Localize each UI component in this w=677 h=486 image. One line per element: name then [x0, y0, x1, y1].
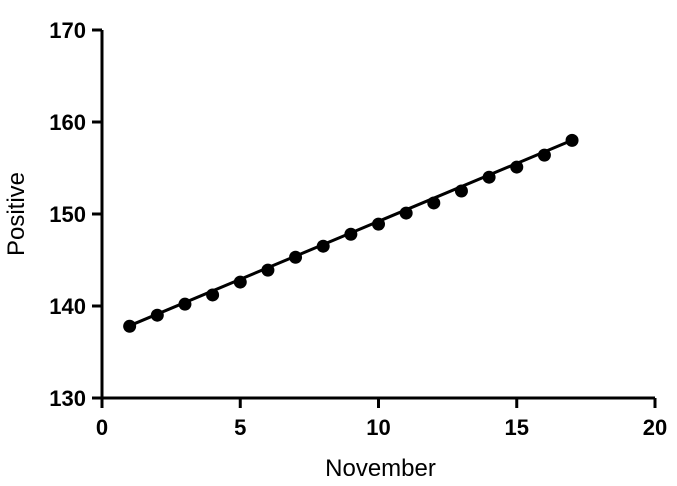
- y-axis-title: Positive: [3, 172, 30, 256]
- axes: 130 140 150 160 170 0 5 10 15 20: [49, 18, 667, 440]
- x-axis-title: November: [325, 455, 436, 482]
- data-point: [261, 263, 275, 277]
- data-point: [123, 319, 137, 333]
- plot-area: [123, 133, 579, 333]
- x-tick-label: 5: [234, 415, 246, 440]
- x-axis-ticks: 0 5 10 15 20: [96, 398, 667, 440]
- y-tick-label: 160: [49, 110, 86, 135]
- data-point: [206, 288, 220, 302]
- data-point: [510, 160, 524, 174]
- data-point: [289, 250, 303, 264]
- data-point: [454, 184, 468, 198]
- data-point: [316, 239, 330, 253]
- x-tick-label: 20: [643, 415, 667, 440]
- data-point: [482, 170, 496, 184]
- data-point: [344, 227, 358, 241]
- data-point: [372, 217, 385, 231]
- data-point: [399, 206, 413, 220]
- data-point: [178, 297, 192, 311]
- data-point: [233, 275, 247, 289]
- data-point: [537, 148, 551, 162]
- data-point: [427, 196, 441, 210]
- y-tick-label: 140: [49, 294, 86, 319]
- data-point: [150, 308, 164, 322]
- x-tick-label: 0: [96, 415, 108, 440]
- x-tick-label: 15: [505, 415, 529, 440]
- y-axis-ticks: 130 140 150 160 170: [49, 18, 102, 411]
- y-tick-label: 130: [49, 386, 86, 411]
- y-tick-label: 150: [49, 202, 86, 227]
- data-point: [565, 133, 579, 147]
- x-tick-label: 10: [366, 415, 390, 440]
- y-tick-label: 170: [49, 18, 86, 43]
